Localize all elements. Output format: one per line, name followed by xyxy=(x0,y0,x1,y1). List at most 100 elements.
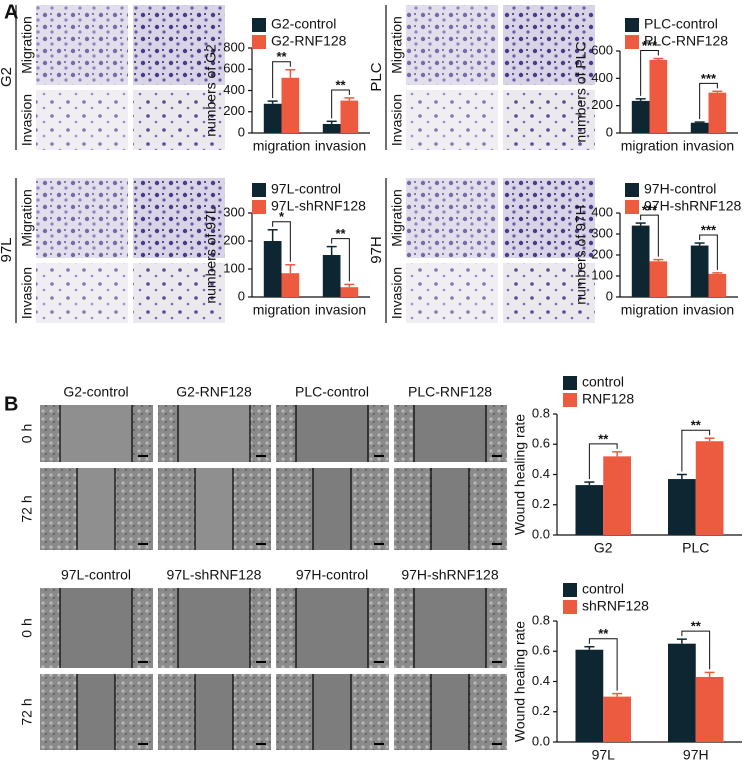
row-label: Invasion xyxy=(19,267,35,319)
y-tick-label: 600 xyxy=(223,61,245,76)
bar xyxy=(631,100,650,133)
y-tick-label: 100 xyxy=(223,260,245,275)
row-label: Invasion xyxy=(389,267,405,319)
significance-bracket xyxy=(699,234,718,270)
y-tick-label: 0 xyxy=(238,288,245,303)
wound-gap xyxy=(296,588,368,668)
significance-bracket xyxy=(331,238,350,282)
row-label: Invasion xyxy=(389,94,405,146)
significance-bracket xyxy=(588,443,618,480)
micrograph xyxy=(36,178,128,258)
y-tick-label: 600 xyxy=(591,42,613,57)
legend-swatch xyxy=(563,583,577,597)
x-tick-label: migration xyxy=(621,138,679,154)
micrograph xyxy=(503,263,595,323)
bar xyxy=(322,123,341,133)
y-tick-label: 200 xyxy=(223,232,245,247)
column-label: 97H-shRNF128 xyxy=(401,567,498,583)
wound-gap xyxy=(431,468,469,550)
y-axis-label: numbers of 97H xyxy=(573,205,589,305)
panel-label: A xyxy=(4,1,18,23)
bar xyxy=(603,456,631,535)
micrograph xyxy=(133,263,225,323)
y-axis-label: Wound healing rate xyxy=(512,621,528,742)
significance-bracket xyxy=(699,82,718,120)
bar xyxy=(649,59,668,134)
micrograph xyxy=(406,5,498,85)
significance-label: * xyxy=(279,209,285,224)
legend-swatch xyxy=(625,200,639,214)
column-label: 97H-control xyxy=(296,567,368,583)
row-label: Invasion xyxy=(19,94,35,146)
bar xyxy=(340,287,359,297)
bar xyxy=(263,103,282,133)
significance-label: *** xyxy=(642,38,658,53)
micrograph xyxy=(36,263,128,323)
micrograph xyxy=(36,90,128,150)
micrograph xyxy=(503,178,595,258)
significance-label: ** xyxy=(598,431,609,446)
legend-swatch xyxy=(563,600,577,614)
y-tick-label: 400 xyxy=(591,204,613,219)
wound-gap xyxy=(178,588,250,668)
x-tick-label: migration xyxy=(253,138,311,154)
x-tick-label: invasion xyxy=(683,138,734,154)
y-tick-label: 200 xyxy=(223,103,245,118)
x-tick-label: migration xyxy=(253,302,311,318)
legend-swatch xyxy=(252,183,266,197)
micrograph xyxy=(503,5,595,85)
legend-label: PLC-RNF128 xyxy=(644,33,728,49)
y-tick-label: 100 xyxy=(591,267,613,282)
y-tick-label: 0.0 xyxy=(532,733,550,748)
wound-gap xyxy=(313,674,351,750)
cell-label: G2 xyxy=(0,67,15,87)
wound-gap xyxy=(178,405,250,462)
significance-bracket xyxy=(640,214,659,257)
significance-bracket xyxy=(272,61,291,99)
bar xyxy=(695,441,724,535)
x-tick-label: 97H xyxy=(683,747,709,760)
row-label: Migration xyxy=(389,16,405,74)
row-label: 0 h xyxy=(19,424,35,443)
x-tick-label: invasion xyxy=(315,302,366,318)
legend-label: G2-control xyxy=(271,16,336,32)
significance-label: ** xyxy=(691,418,702,433)
bar xyxy=(690,245,709,297)
significance-bracket xyxy=(640,50,659,96)
y-tick-label: 300 xyxy=(223,204,245,219)
micrograph xyxy=(36,5,128,85)
column-label: 97L-shRNF128 xyxy=(167,567,262,583)
y-tick-label: 0.4 xyxy=(532,466,550,481)
bar xyxy=(708,273,727,297)
micrograph xyxy=(133,5,225,85)
column-label: G2-RNF128 xyxy=(176,384,252,400)
legend-label: 97L-control xyxy=(271,181,341,197)
wound-gap xyxy=(60,405,132,462)
x-tick-label: invasion xyxy=(683,302,734,318)
x-tick-label: 97L xyxy=(592,747,616,760)
legend-swatch xyxy=(563,376,577,390)
bar xyxy=(322,255,341,297)
y-tick-label: 0.8 xyxy=(532,405,550,420)
legend-swatch xyxy=(625,35,639,49)
significance-bracket xyxy=(331,89,350,119)
cell-label: PLC xyxy=(368,62,385,91)
x-tick-label: PLC xyxy=(682,540,709,556)
legend-label: control xyxy=(582,374,624,390)
y-tick-label: 800 xyxy=(223,39,245,54)
legend-swatch xyxy=(625,183,639,197)
y-tick-label: 0 xyxy=(606,288,613,303)
bar xyxy=(631,225,650,297)
bar xyxy=(668,479,696,535)
wound-gap xyxy=(77,468,115,550)
row-label: Migration xyxy=(389,189,405,247)
y-tick-label: 0.8 xyxy=(532,612,550,627)
bar xyxy=(575,649,604,742)
legend-label: control xyxy=(582,581,624,597)
significance-label: *** xyxy=(642,203,658,218)
wound-gap xyxy=(414,405,486,462)
significance-label: ** xyxy=(276,49,287,64)
y-axis-label: numbers of PLC xyxy=(573,41,589,142)
bar xyxy=(575,485,604,535)
